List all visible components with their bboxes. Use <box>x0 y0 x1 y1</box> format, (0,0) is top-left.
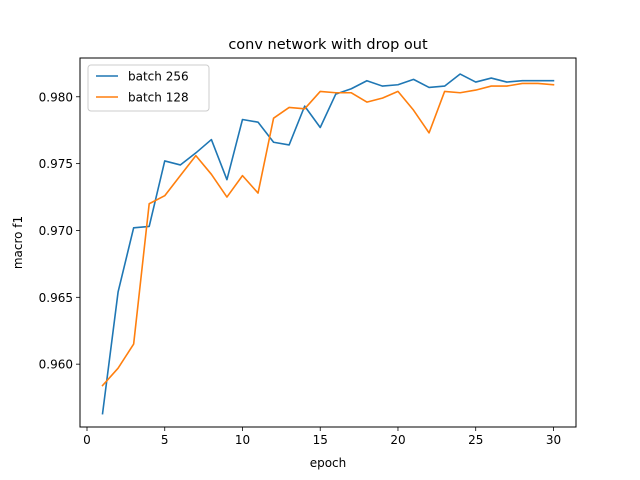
y-tick-label: 0.970 <box>39 224 73 238</box>
chart-title: conv network with drop out <box>228 37 428 53</box>
y-tick-label: 0.965 <box>39 291 73 305</box>
x-tick-label: 25 <box>468 433 483 447</box>
x-axis: 0 5 10 15 20 25 30 <box>83 427 561 447</box>
series-line-1 <box>101 73 555 415</box>
y-axis: 0.960 0.965 0.970 0.975 0.980 <box>39 90 80 372</box>
y-tick-label: 0.960 <box>39 358 73 372</box>
y-tick-label: 0.980 <box>39 90 73 104</box>
x-tick-label: 30 <box>546 433 561 447</box>
x-tick-label: 0 <box>83 433 91 447</box>
legend-label: batch 128 <box>128 91 189 105</box>
x-tick-label: 10 <box>235 433 250 447</box>
x-tick-label: 15 <box>313 433 328 447</box>
series-lines <box>101 73 555 415</box>
x-axis-label: epoch <box>310 456 347 470</box>
y-tick-label: 0.975 <box>39 157 73 171</box>
axes-frame <box>79 57 577 428</box>
legend-box <box>87 64 210 112</box>
x-tick-label: 5 <box>161 433 169 447</box>
series-line-2 <box>101 82 555 387</box>
legend-label: batch 256 <box>128 70 189 84</box>
y-axis-label: macro f1 <box>11 216 25 269</box>
legend: batch 256 batch 128 <box>87 64 210 112</box>
x-tick-label: 20 <box>390 433 405 447</box>
